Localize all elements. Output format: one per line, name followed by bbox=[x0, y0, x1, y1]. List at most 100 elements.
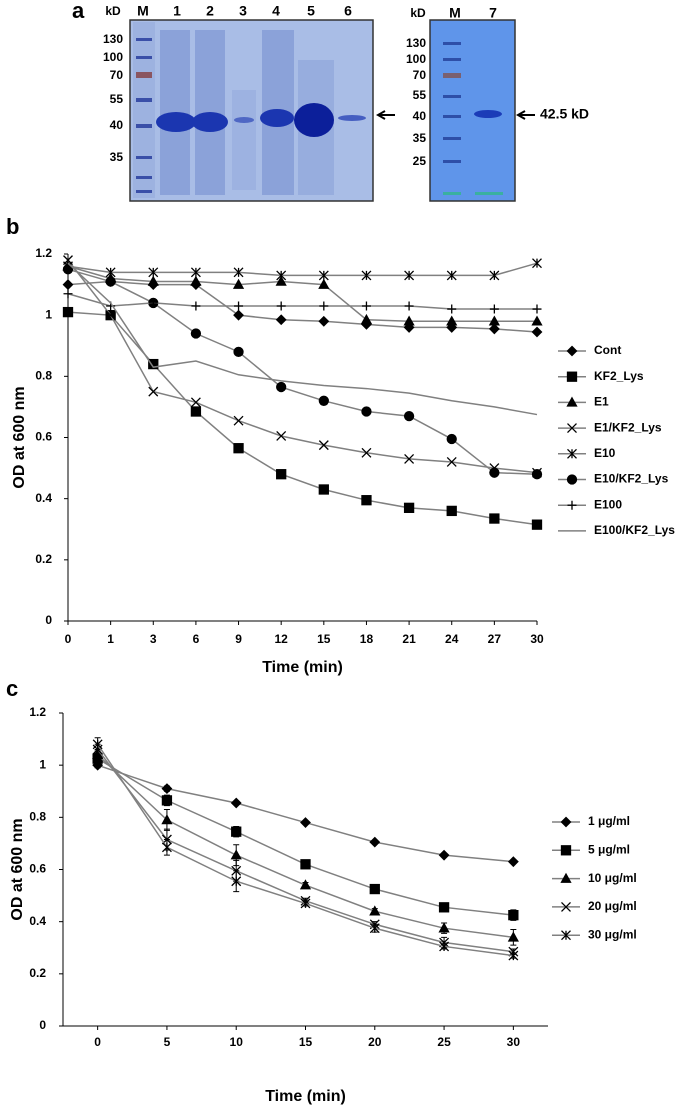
marker bbox=[566, 345, 578, 357]
marker bbox=[361, 406, 372, 417]
marker bbox=[560, 845, 572, 856]
legend-label: 1 μg/ml bbox=[588, 814, 630, 828]
x-tick-label: 30 bbox=[507, 1035, 521, 1049]
marker bbox=[404, 301, 414, 311]
series-line bbox=[67, 262, 538, 277]
marker bbox=[446, 433, 457, 445]
marker bbox=[275, 314, 287, 326]
lane-label: 5 bbox=[307, 3, 315, 19]
marker bbox=[190, 275, 202, 286]
marker-size: 40 bbox=[413, 109, 427, 123]
x-tick-label: 25 bbox=[437, 1035, 451, 1049]
y-tick-label: 0 bbox=[45, 613, 52, 627]
x-tick-label: 9 bbox=[235, 632, 242, 646]
gel bbox=[429, 19, 516, 202]
marker bbox=[531, 469, 543, 480]
marker bbox=[190, 267, 201, 278]
marker bbox=[190, 397, 201, 408]
lane-label: 2 bbox=[206, 3, 214, 19]
x-tick-label: 10 bbox=[230, 1035, 244, 1049]
x-tick-label: 24 bbox=[445, 632, 459, 646]
ladder bbox=[443, 42, 461, 195]
y-axis-title: OD at 600 nm bbox=[11, 386, 28, 488]
marker bbox=[147, 275, 159, 286]
marker bbox=[300, 817, 311, 828]
band-label: 42.5 kD bbox=[540, 106, 589, 122]
lane-label: M bbox=[449, 5, 461, 21]
y-tick-label: 0.6 bbox=[35, 430, 52, 444]
marker bbox=[231, 876, 242, 887]
marker bbox=[560, 816, 572, 828]
marker bbox=[446, 315, 458, 326]
x-tick-label: 0 bbox=[94, 1035, 101, 1049]
panel-label: b bbox=[6, 214, 19, 239]
y-tick-label: 0.8 bbox=[35, 369, 52, 383]
marker bbox=[404, 453, 415, 464]
marker bbox=[369, 836, 381, 848]
marker bbox=[234, 301, 244, 311]
marker bbox=[566, 396, 578, 407]
x-tick-label: 20 bbox=[368, 1035, 382, 1049]
series-line bbox=[67, 280, 538, 333]
marker bbox=[561, 901, 571, 912]
marker bbox=[105, 310, 116, 321]
marker bbox=[230, 797, 242, 809]
marker-size: 70 bbox=[413, 68, 427, 82]
marker bbox=[276, 469, 287, 480]
dye-front bbox=[475, 192, 503, 195]
marker bbox=[62, 279, 74, 291]
marker bbox=[531, 315, 543, 326]
marker bbox=[276, 301, 286, 311]
series-line bbox=[67, 268, 538, 475]
y-tick-label: 1 bbox=[39, 757, 46, 771]
marker bbox=[567, 423, 577, 434]
series-line bbox=[97, 754, 514, 939]
y-tick-label: 1 bbox=[45, 307, 52, 321]
unit-label: kD bbox=[105, 4, 121, 18]
x-tick-label: 18 bbox=[360, 632, 374, 646]
legend-label: Cont bbox=[594, 343, 621, 357]
marker-size: 70 bbox=[110, 68, 124, 82]
marker bbox=[438, 922, 450, 933]
lane-label: 1 bbox=[173, 3, 181, 19]
series-line bbox=[67, 262, 538, 416]
series-line bbox=[67, 293, 537, 310]
marker-size: 55 bbox=[110, 92, 124, 106]
x-tick-label: 15 bbox=[317, 632, 331, 646]
marker bbox=[446, 505, 457, 517]
marker bbox=[361, 270, 372, 281]
marker bbox=[488, 315, 500, 326]
x-tick-label: 12 bbox=[275, 632, 289, 646]
marker bbox=[276, 381, 287, 393]
marker bbox=[508, 909, 519, 921]
x-tick-label: 6 bbox=[193, 632, 200, 646]
marker bbox=[507, 931, 519, 942]
marker bbox=[566, 474, 578, 485]
legend-label: 30 μg/ml bbox=[588, 927, 637, 941]
marker bbox=[532, 304, 542, 314]
marker bbox=[275, 275, 287, 286]
y-tick-label: 0.6 bbox=[29, 862, 46, 876]
marker bbox=[299, 879, 312, 890]
lane-label: M bbox=[137, 3, 149, 19]
marker bbox=[488, 323, 500, 335]
marker bbox=[148, 358, 159, 370]
arrow bbox=[375, 110, 395, 120]
panel-label: a bbox=[72, 0, 85, 23]
ladder bbox=[136, 38, 152, 193]
marker bbox=[560, 872, 572, 883]
marker bbox=[318, 315, 330, 327]
y-tick-label: 0.2 bbox=[35, 552, 52, 566]
lane-label: 6 bbox=[344, 3, 352, 19]
y-tick-label: 0.8 bbox=[29, 810, 46, 824]
marker-size: 35 bbox=[413, 131, 427, 145]
series-line bbox=[97, 743, 514, 957]
series-line bbox=[97, 749, 514, 953]
marker bbox=[404, 270, 415, 281]
legend-label: 10 μg/ml bbox=[588, 871, 637, 885]
x-axis-title: Time (min) bbox=[265, 1088, 346, 1105]
marker bbox=[62, 306, 74, 318]
marker bbox=[318, 484, 329, 495]
marker bbox=[62, 264, 74, 275]
